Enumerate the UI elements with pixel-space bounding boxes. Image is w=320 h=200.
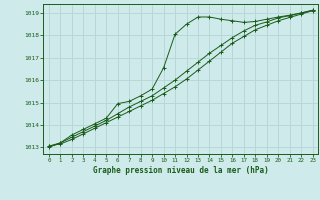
X-axis label: Graphe pression niveau de la mer (hPa): Graphe pression niveau de la mer (hPa) (93, 166, 269, 175)
